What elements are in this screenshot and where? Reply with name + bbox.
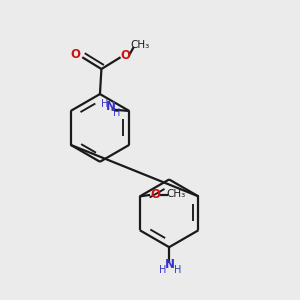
Text: CH₃: CH₃ (131, 40, 150, 50)
Text: O: O (71, 48, 81, 62)
Text: H: H (100, 99, 108, 109)
Text: H: H (113, 108, 120, 118)
Text: CH₃: CH₃ (167, 189, 186, 199)
Text: N: N (106, 100, 116, 113)
Text: H: H (159, 265, 166, 275)
Text: N: N (165, 258, 175, 271)
Text: H: H (174, 265, 181, 275)
Text: O: O (150, 188, 160, 201)
Text: O: O (121, 49, 131, 62)
